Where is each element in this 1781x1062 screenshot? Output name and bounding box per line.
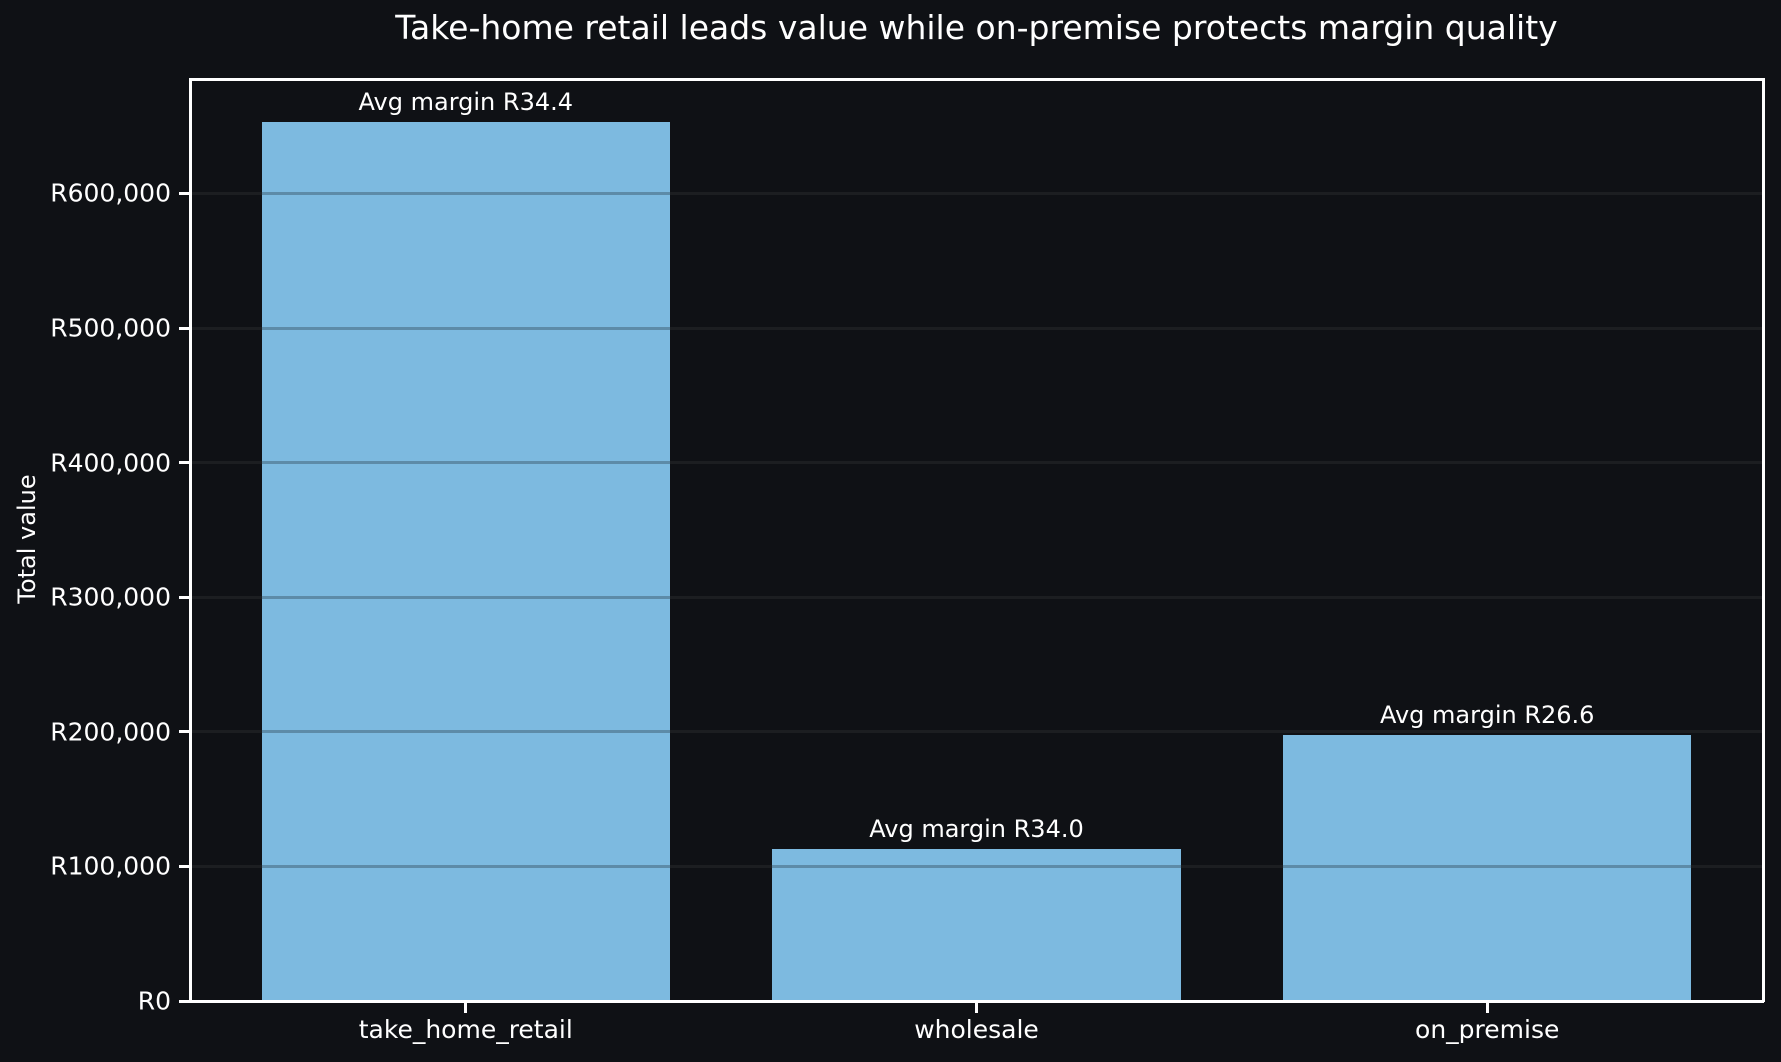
y-tick-label: R400,000 — [50, 448, 171, 478]
x-tick-label-wholesale: wholesale — [914, 1015, 1039, 1044]
y-tick — [178, 191, 189, 195]
gridline-R300,000 — [190, 595, 1763, 599]
gridline-R200,000 — [190, 730, 1763, 734]
x-axis-spine — [189, 999, 1764, 1003]
y-tick-label: R600,000 — [50, 178, 171, 208]
y-tick-label: R300,000 — [50, 582, 171, 612]
gridline-R600,000 — [190, 191, 1763, 195]
plot-area: Avg margin R34.4 Avg margin R34.0 Avg marg… — [188, 77, 1765, 1003]
gridline-over-bar — [261, 461, 671, 465]
x-tick — [464, 1002, 468, 1013]
gridline-over-bar — [772, 864, 1181, 868]
y-tick — [178, 864, 189, 868]
x-tick-label-on_premise: on_premise — [1415, 1015, 1560, 1044]
y-tick-label: R0 — [137, 986, 171, 1016]
top-spine — [189, 77, 1764, 81]
bar-value-annotation: Avg margin R34.0 — [869, 814, 1084, 843]
x-tick — [975, 1002, 978, 1013]
gridline-over-bar — [261, 326, 671, 330]
gridline-over-bar — [261, 595, 671, 599]
y-tick-label: R500,000 — [50, 313, 171, 343]
x-tick — [1485, 1002, 1489, 1013]
y-tick-label: R200,000 — [50, 717, 171, 747]
gridline-R500,000 — [190, 326, 1763, 330]
bar-take_home_retail — [261, 122, 671, 1001]
bar-value-annotation: Avg margin R26.6 — [1379, 700, 1595, 729]
gridline-over-bar — [261, 864, 671, 868]
y-tick-label: R100,000 — [50, 851, 171, 881]
y-tick — [178, 999, 189, 1003]
y-tick — [178, 461, 189, 465]
y-axis-label: Total value — [13, 474, 41, 604]
gridline-over-bar — [1282, 864, 1692, 868]
bar-on_premise — [1282, 734, 1692, 1001]
y-tick — [178, 730, 189, 734]
bar-wholesale — [772, 848, 1181, 1001]
gridline-over-bar — [261, 191, 671, 195]
x-tick-label-take_home_retail: take_home_retail — [358, 1015, 573, 1044]
chart-title: Take-home retail leads value while on-pr… — [395, 8, 1558, 47]
y-tick — [178, 326, 189, 330]
right-spine — [1761, 78, 1765, 1002]
y-tick — [178, 595, 189, 599]
left-spine — [188, 78, 192, 1002]
bar-value-annotation: Avg margin R34.4 — [358, 88, 574, 117]
gridline-R400,000 — [190, 461, 1763, 465]
gridline-over-bar — [261, 730, 671, 734]
